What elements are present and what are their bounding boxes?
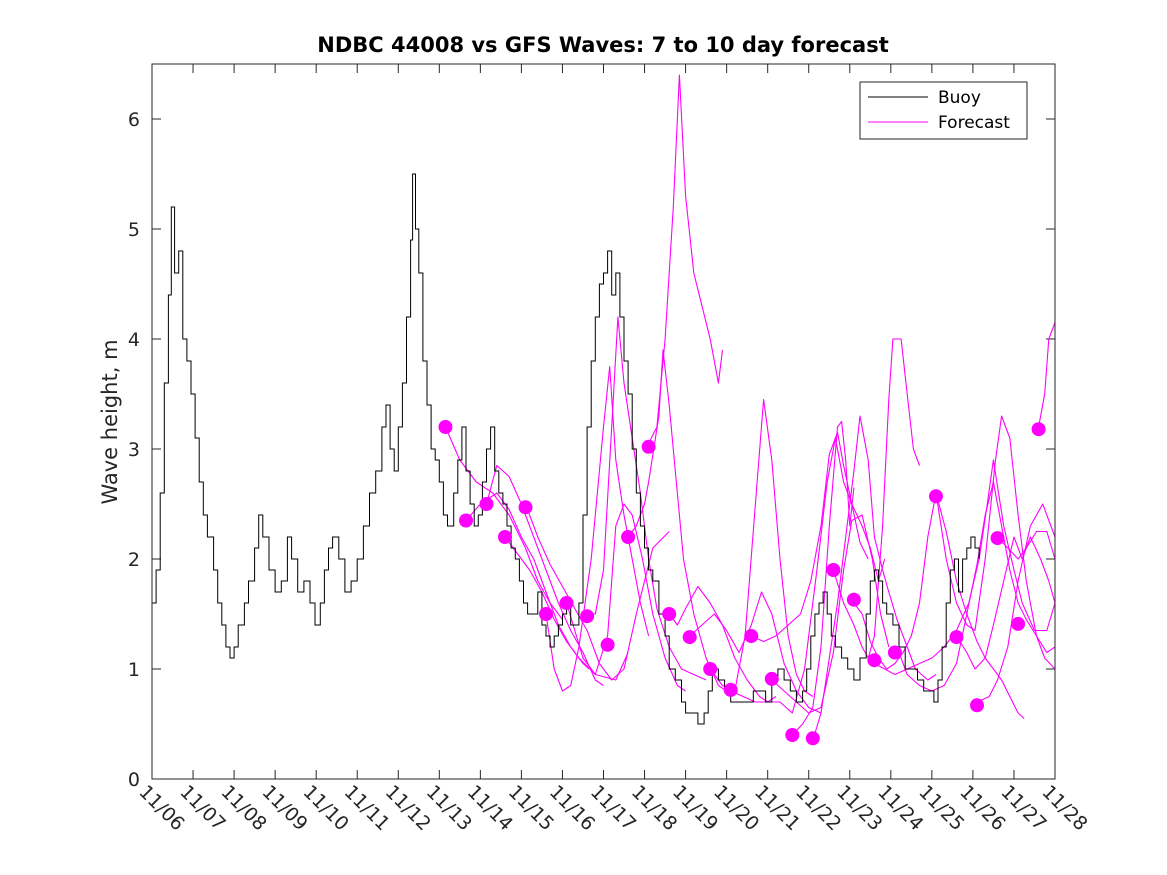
y-axis-label: Wave height, m <box>98 339 122 504</box>
y-tick-label: 0 <box>128 769 140 791</box>
forecast-start-marker <box>928 489 943 504</box>
x-tick-label: 11/17 <box>586 781 640 835</box>
forecast-start-marker <box>723 682 738 697</box>
forecast-line <box>791 420 855 736</box>
forecast-start-marker <box>600 637 615 652</box>
x-tick-label: 11/15 <box>504 781 558 835</box>
legend-box <box>859 81 1028 140</box>
y-tick-label: 1 <box>128 659 140 681</box>
legend: Buoy Forecast <box>859 81 1028 140</box>
forecast-start-marker <box>744 629 759 643</box>
forecast-line <box>956 536 1055 670</box>
forecast-line <box>689 591 822 714</box>
forecast-start-marker <box>785 728 800 742</box>
forecast-line <box>1038 322 1055 428</box>
x-tick-label: 11/27 <box>996 781 1050 835</box>
forecast-start-marker <box>764 671 779 686</box>
forecast-start-marker <box>479 497 494 511</box>
series-layer <box>152 74 1055 746</box>
forecast-line <box>976 503 1055 703</box>
forecast-start-marker <box>458 513 473 528</box>
forecast-line <box>812 415 937 741</box>
x-tick-label: 11/18 <box>627 781 681 835</box>
forecast-line <box>545 365 650 692</box>
x-tick-label: 11/19 <box>668 781 722 835</box>
y-tick-label: 2 <box>128 549 140 571</box>
forecast-line <box>832 338 921 659</box>
x-tick-label: 11/12 <box>381 781 435 835</box>
forecast-start-marker <box>805 731 820 746</box>
forecast-start-marker <box>539 607 554 621</box>
forecast-start-marker <box>438 420 453 434</box>
forecast-line <box>627 349 727 692</box>
x-tick-label: 11/16 <box>545 781 599 835</box>
forecast-line <box>504 536 629 681</box>
forecast-start-marker <box>662 607 677 621</box>
forecast-line <box>935 415 1055 654</box>
x-tick-label: 11/09 <box>258 781 312 835</box>
forecast-start-marker <box>990 531 1005 546</box>
forecast-line <box>444 426 563 620</box>
forecast-start-marker <box>641 439 656 454</box>
x-tick-labels: 11/0611/0711/0811/0911/1011/1111/1211/13… <box>134 781 1091 835</box>
forecast-start-marker <box>703 662 718 676</box>
x-tick-label: 11/13 <box>422 781 476 835</box>
forecast-line <box>896 481 1055 692</box>
chart-title: NDBC 44008 vs GFS Waves: 7 to 10 day for… <box>317 33 888 57</box>
forecast-line <box>648 74 724 444</box>
x-tick-label: 11/22 <box>791 781 845 835</box>
axes-box <box>151 63 1056 780</box>
x-tick-label: 11/21 <box>750 781 804 835</box>
x-tick-label: 11/06 <box>134 781 188 835</box>
forecast-start-marker <box>1011 616 1026 631</box>
forecast-start-marker <box>497 530 512 544</box>
x-tick-label: 11/20 <box>709 781 763 835</box>
y-tick-label: 6 <box>128 109 140 131</box>
forecast-line <box>524 503 670 681</box>
x-tick-label: 11/28 <box>1037 781 1091 835</box>
x-tick-label: 11/07 <box>176 781 230 835</box>
plot-area <box>152 64 1055 779</box>
x-tick-label: 11/23 <box>832 781 886 835</box>
forecast-start-marker <box>621 530 636 544</box>
forecast-start-marker <box>970 698 985 713</box>
legend-buoy-label: Buoy <box>938 88 981 108</box>
y-tick-labels: 0 1 2 3 4 5 6 <box>128 109 140 791</box>
forecast-line <box>485 464 604 686</box>
forecast-start-marker <box>867 653 882 668</box>
legend-forecast-label: Forecast <box>938 113 1010 133</box>
y-tick-label: 4 <box>128 329 140 351</box>
forecast-start-marker <box>682 630 697 645</box>
forecast-start-marker <box>949 630 964 645</box>
forecast-line <box>730 437 886 714</box>
forecast-start-marker <box>1031 422 1046 437</box>
y-tick-label: 3 <box>128 439 140 461</box>
forecast-start-marker <box>826 563 841 577</box>
x-tick-label: 11/08 <box>217 781 271 835</box>
x-tick-label: 11/26 <box>955 781 1009 835</box>
forecast-start-marker <box>580 609 595 624</box>
forecast-start-marker <box>518 500 533 515</box>
forecast-line <box>771 514 890 714</box>
forecast-start-marker <box>559 596 574 610</box>
x-tick-label: 11/11 <box>340 781 394 835</box>
forecast-line <box>566 503 686 692</box>
x-tick-label: 11/24 <box>873 781 927 835</box>
forecast-line <box>997 530 1055 560</box>
buoy-line <box>152 173 980 725</box>
x-tick-label: 11/14 <box>463 781 517 835</box>
forecast-start-marker <box>887 645 902 660</box>
y-tick-label: 5 <box>128 219 140 241</box>
x-tick-label: 11/25 <box>914 781 968 835</box>
forecast-start-marker <box>846 592 861 607</box>
x-tick-label: 11/10 <box>299 781 353 835</box>
